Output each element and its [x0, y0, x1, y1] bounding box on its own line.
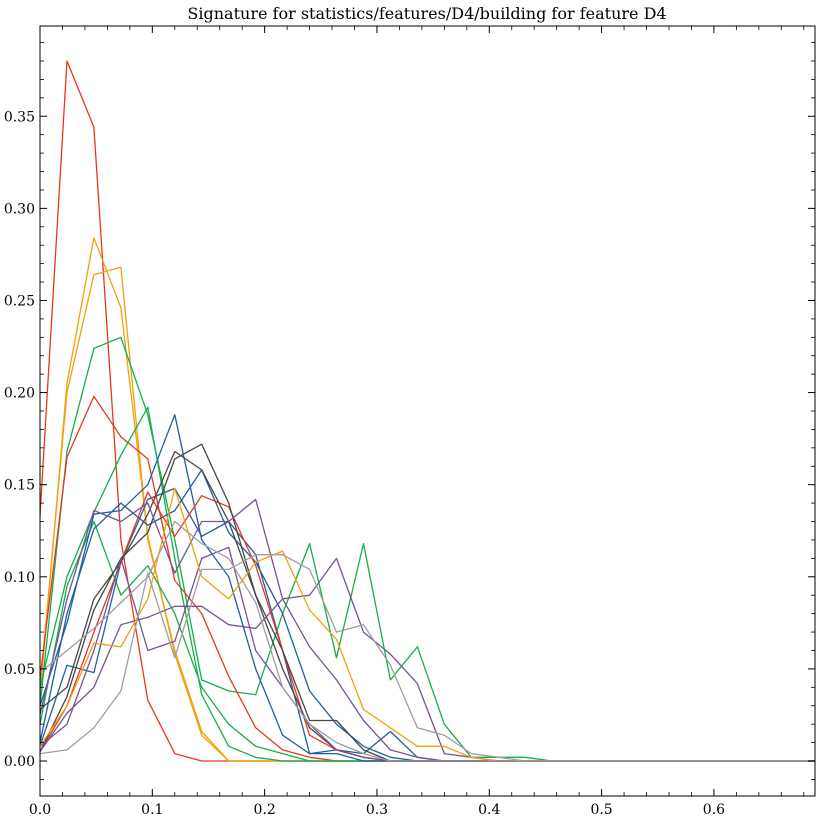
- series-line-2: [40, 266, 815, 762]
- series-line-6: [40, 406, 815, 762]
- y-tick-label: 0.25: [4, 293, 35, 309]
- series-line-7: [40, 520, 815, 762]
- chart-title: Signature for statistics/features/D4/bui…: [187, 4, 666, 23]
- series-line-17: [40, 487, 815, 762]
- x-tick-label: 0.3: [366, 802, 388, 818]
- x-tick-label: 0.6: [703, 802, 725, 818]
- series-line-16: [40, 546, 815, 762]
- y-tick-label: 0.15: [4, 478, 35, 494]
- x-tick-label: 0.1: [141, 802, 163, 818]
- series-lines: [40, 60, 815, 762]
- x-tick-label: 0.2: [254, 802, 276, 818]
- x-tick-label: 0.0: [29, 802, 51, 818]
- y-tick-label: 0.00: [4, 754, 35, 770]
- plot-frame: [39, 25, 816, 797]
- series-line-14: [40, 498, 815, 762]
- series-line-11: [40, 491, 815, 762]
- series-layer: [40, 60, 815, 762]
- series-line-19: [40, 520, 815, 762]
- x-tick-label: 0.5: [590, 802, 612, 818]
- series-line-15: [40, 598, 815, 762]
- series-line-18: [40, 554, 815, 762]
- y-tick-label: 0.05: [4, 662, 35, 678]
- y-tick-label: 0.20: [4, 386, 35, 402]
- series-line-1: [40, 60, 815, 762]
- series-line-4: [40, 336, 815, 762]
- y-tick-label: 0.30: [4, 201, 35, 217]
- y-tick-label: 0.10: [4, 570, 35, 586]
- series-line-13: [40, 443, 815, 762]
- series-line-10: [40, 487, 815, 762]
- axes-layer: 0.0 0.1 0.2 0.3 0.4 0.5 0.6 0.00 0.05 0.10 0.15 0.2…: [4, 25, 816, 818]
- x-tick-label: 0.4: [478, 802, 500, 818]
- y-tick-label: 0.35: [4, 109, 35, 125]
